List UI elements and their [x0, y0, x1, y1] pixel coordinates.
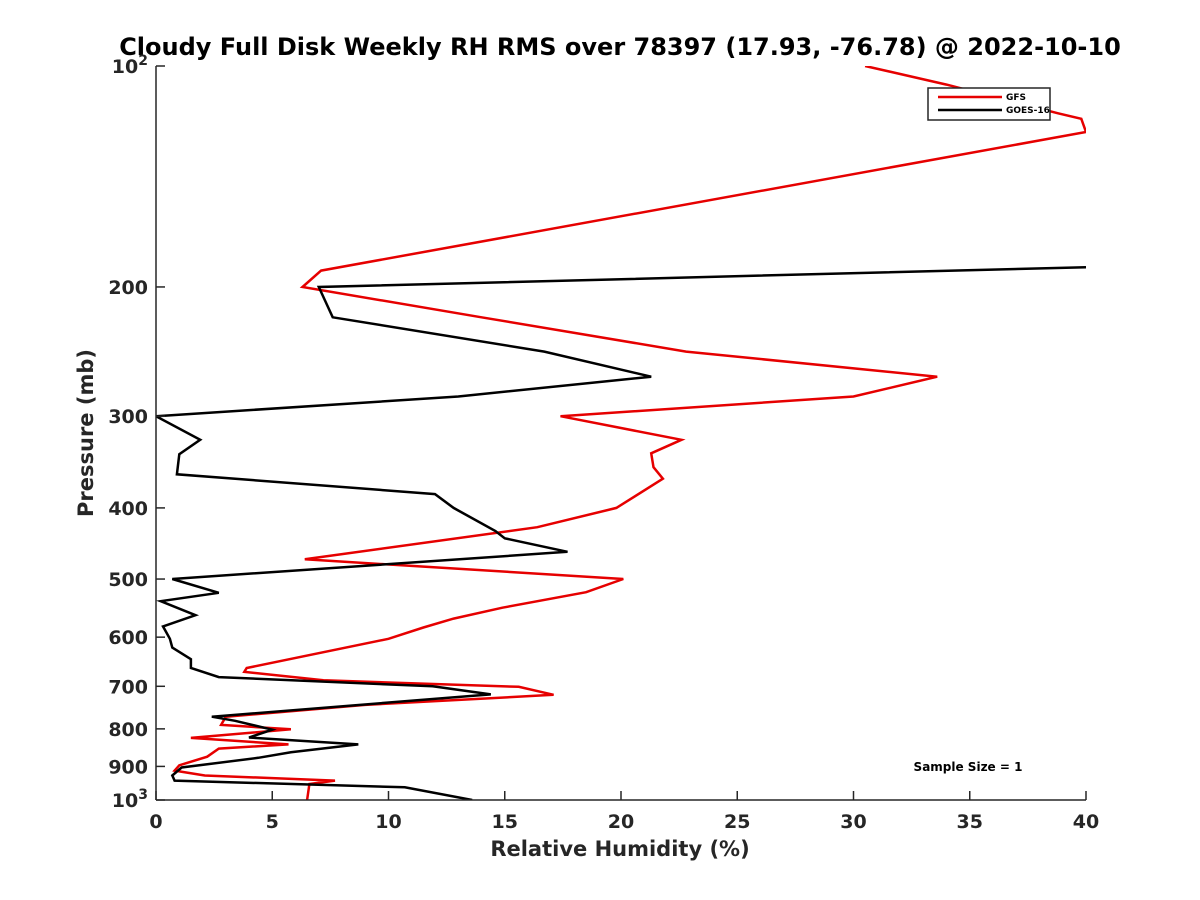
legend-label-goes-16: GOES-16: [1006, 106, 1050, 116]
x-tick-label: 0: [149, 811, 162, 833]
y-tick-label: 103: [112, 787, 148, 812]
series-line-gfs: [172, 66, 1086, 800]
x-tick-label: 10: [375, 811, 401, 833]
x-tick-label: 40: [1073, 811, 1099, 833]
y-tick-label: 300: [108, 406, 148, 428]
chart-title: Cloudy Full Disk Weekly RH RMS over 7839…: [119, 33, 1121, 61]
legend-box: [927, 87, 1051, 121]
y-tick-label: 600: [108, 627, 148, 649]
x-tick-label: 30: [840, 811, 866, 833]
y-tick-label: 900: [108, 756, 148, 778]
series-line-goes-16: [156, 265, 1086, 800]
x-axis-label: Relative Humidity (%): [490, 837, 749, 861]
y-axis-label: Pressure (mb): [74, 349, 98, 517]
x-tick-label: 5: [266, 811, 279, 833]
legend-label-gfs: GFS: [1006, 93, 1026, 103]
y-tick-label: 500: [108, 569, 148, 591]
y-tick-label: 102: [112, 53, 148, 78]
y-tick-label: 700: [108, 676, 148, 698]
y-tick-label: 200: [108, 277, 148, 299]
legend: GFS GOES-16: [927, 87, 1051, 121]
x-tick-label: 15: [492, 811, 518, 833]
x-tick-label: 25: [724, 811, 750, 833]
x-tick-label: 20: [608, 811, 634, 833]
y-tick-label: 800: [108, 719, 148, 741]
x-tick-label: 35: [957, 811, 983, 833]
sample-size-annotation: Sample Size = 1: [914, 760, 1023, 774]
y-tick-label: 400: [108, 498, 148, 520]
